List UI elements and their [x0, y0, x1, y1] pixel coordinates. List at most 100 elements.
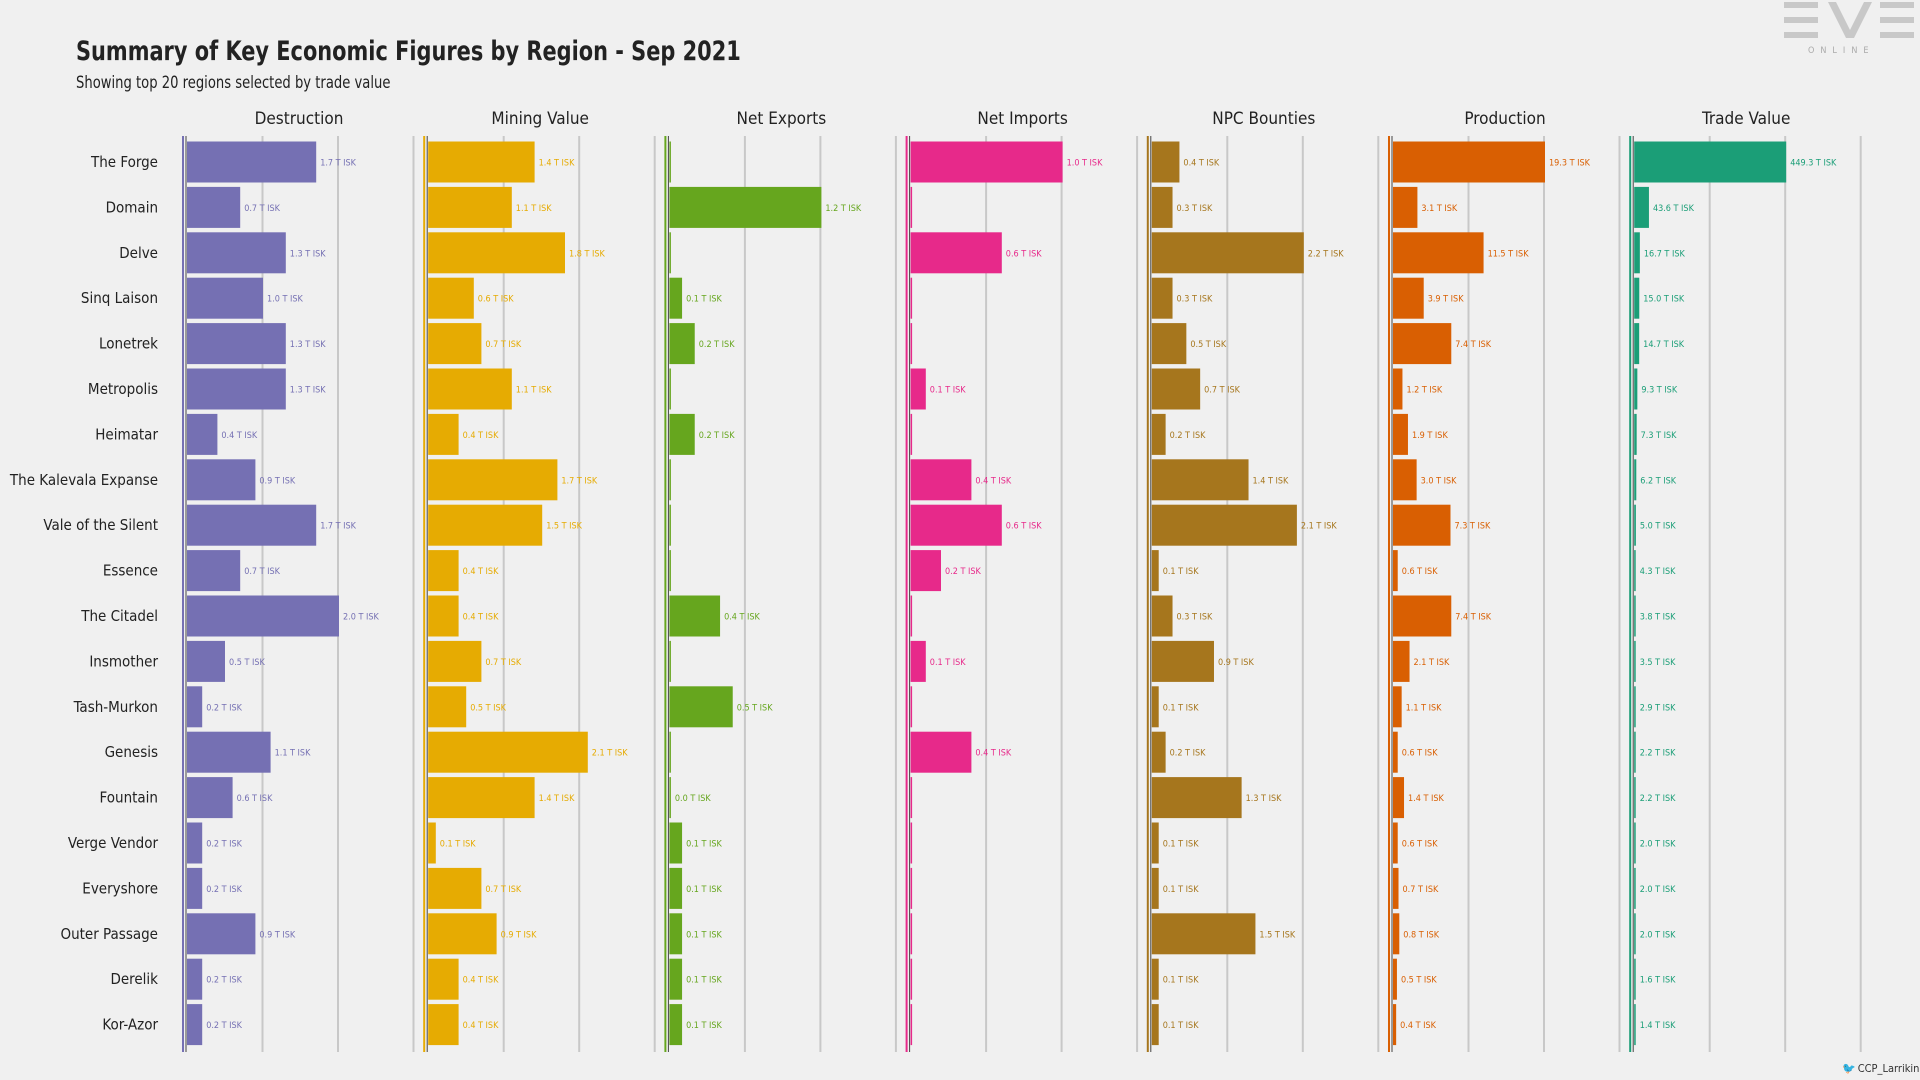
data-label: 1.4 T ISK	[539, 159, 575, 169]
data-label: 0.3 T ISK	[1177, 204, 1213, 214]
data-label: 0.6 T ISK	[1006, 522, 1042, 532]
data-label: 0.1 T ISK	[930, 658, 966, 668]
bar	[1393, 413, 1408, 455]
bar	[1151, 277, 1173, 319]
data-label: 1.2 T ISK	[1406, 386, 1442, 396]
data-label: 4.3 T ISK	[1640, 567, 1676, 577]
bar	[428, 958, 459, 1000]
region-label: Outer Passage	[60, 925, 158, 943]
data-label: 0.1 T ISK	[1163, 976, 1199, 986]
panel-title: Trade Value	[1701, 109, 1790, 129]
data-label: 3.9 T ISK	[1428, 295, 1464, 305]
data-label: 0.3 T ISK	[1177, 613, 1213, 623]
data-label: 1.4 T ISK	[1640, 1021, 1676, 1031]
bar	[1393, 777, 1405, 819]
chart-subtitle: Showing top 20 regions selected by trade…	[76, 73, 391, 93]
data-label: 1.0 T ISK	[1067, 159, 1103, 169]
bar	[1634, 323, 1640, 365]
bar	[187, 731, 271, 773]
data-label: 6.2 T ISK	[1640, 476, 1676, 486]
data-label: 1.8 T ISK	[569, 249, 605, 259]
bar	[187, 323, 286, 365]
bar	[1634, 640, 1636, 682]
bar	[669, 913, 683, 955]
bar	[1393, 640, 1410, 682]
bar	[1151, 323, 1187, 365]
data-label: 43.6 T ISK	[1653, 204, 1695, 214]
data-label: 3.5 T ISK	[1640, 658, 1676, 668]
bar	[1634, 867, 1636, 909]
data-label: 1.3 T ISK	[1246, 794, 1282, 804]
data-label: 0.4 T ISK	[463, 976, 499, 986]
bar	[1393, 186, 1418, 228]
bar	[1634, 686, 1636, 728]
bar	[1151, 731, 1166, 773]
data-label: 0.4 T ISK	[463, 431, 499, 441]
data-label: 7.4 T ISK	[1455, 613, 1491, 623]
data-label: 0.2 T ISK	[699, 431, 735, 441]
bar	[187, 640, 225, 682]
bar	[669, 232, 671, 274]
bar	[910, 504, 1002, 546]
region-label: Fountain	[100, 789, 158, 807]
bar	[187, 277, 263, 319]
data-label: 0.1 T ISK	[930, 386, 966, 396]
bar	[1634, 913, 1636, 955]
region-label: Essence	[103, 562, 158, 580]
bar	[910, 686, 913, 728]
data-label: 2.1 T ISK	[1301, 522, 1337, 532]
bar	[910, 595, 913, 637]
region-label: Metropolis	[88, 380, 158, 398]
data-label: 0.4 T ISK	[724, 613, 760, 623]
data-label: 0.4 T ISK	[463, 1021, 499, 1031]
eve-logo-icon	[1784, 2, 1914, 38]
bar	[428, 640, 482, 682]
data-label: 0.5 T ISK	[229, 658, 265, 668]
bar	[1393, 595, 1452, 637]
bar	[910, 958, 913, 1000]
data-label: 449.3 T ISK	[1790, 159, 1837, 169]
bar	[1634, 550, 1636, 592]
bar	[1393, 232, 1484, 274]
data-label: 1.1 T ISK	[516, 386, 552, 396]
region-label: Insmother	[89, 652, 158, 670]
bar	[428, 867, 482, 909]
bar	[910, 277, 913, 319]
bar	[1151, 504, 1297, 546]
bar	[1151, 141, 1180, 183]
bar	[1393, 141, 1545, 183]
bar	[187, 413, 218, 455]
data-label: 0.4 T ISK	[463, 567, 499, 577]
bar	[1634, 413, 1637, 455]
bar	[669, 550, 671, 592]
data-label: 0.1 T ISK	[686, 930, 722, 940]
bar	[187, 186, 241, 228]
bar	[910, 141, 1063, 183]
bar	[428, 550, 459, 592]
data-label: 0.5 T ISK	[470, 703, 506, 713]
bar	[910, 913, 913, 955]
bar	[1634, 1004, 1636, 1046]
data-label: 1.3 T ISK	[290, 249, 326, 259]
data-label: 0.2 T ISK	[206, 976, 242, 986]
data-label: 1.1 T ISK	[1406, 703, 1442, 713]
bar	[1634, 822, 1636, 864]
bar	[910, 413, 913, 455]
data-label: 0.5 T ISK	[737, 703, 773, 713]
bar	[187, 232, 286, 274]
bar	[1151, 550, 1159, 592]
data-label: 0.1 T ISK	[1163, 840, 1199, 850]
bar	[669, 459, 671, 501]
data-label: 0.5 T ISK	[1190, 340, 1226, 350]
bar	[187, 867, 203, 909]
data-label: 0.9 T ISK	[1218, 658, 1254, 668]
data-label: 0.1 T ISK	[1163, 567, 1199, 577]
region-label: Delve	[119, 244, 158, 262]
bar	[669, 1004, 683, 1046]
bar	[1393, 867, 1399, 909]
bar	[428, 686, 467, 728]
bar	[1634, 777, 1636, 819]
data-label: 0.7 T ISK	[485, 340, 521, 350]
data-label: 0.1 T ISK	[1163, 885, 1199, 895]
bar	[910, 640, 926, 682]
